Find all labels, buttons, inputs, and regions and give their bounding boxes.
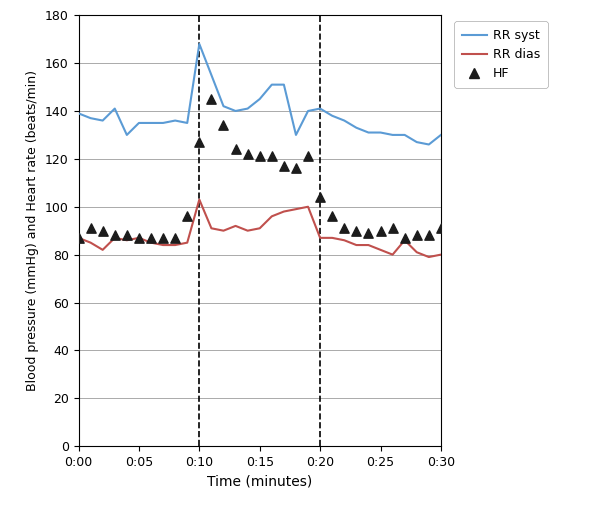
RR dias [437,251,445,258]
RR syst [341,118,348,124]
HF [158,234,168,242]
RR syst [99,118,106,124]
HF [412,231,422,239]
HF [303,153,313,161]
RR dias [268,213,275,220]
RR dias [159,242,167,248]
HF [146,234,156,242]
HF [110,231,120,239]
HF [98,227,108,235]
HF [182,212,192,221]
RR syst [196,41,203,47]
X-axis label: Time (minutes): Time (minutes) [207,475,312,488]
HF [243,150,252,158]
RR syst [184,120,191,126]
RR dias [87,240,94,246]
HF [339,224,349,232]
RR dias [329,235,336,241]
RR syst [329,113,336,119]
HF [134,234,144,242]
RR dias [413,249,420,256]
RR syst [159,120,167,126]
RR dias [172,242,179,248]
HF [122,231,132,239]
RR dias [353,242,360,248]
HF [388,224,397,232]
RR dias [292,206,300,212]
HF [219,121,228,129]
HF [424,231,434,239]
RR syst [401,132,408,138]
Legend: RR syst, RR dias, HF: RR syst, RR dias, HF [454,21,548,88]
RR syst [220,103,227,109]
RR dias [316,235,324,241]
RR dias [377,247,384,253]
HF [170,234,180,242]
RR syst [111,105,118,112]
RR syst [75,111,82,117]
RR syst [87,115,94,121]
RR syst [437,132,445,138]
HF [74,234,83,242]
RR dias [341,237,348,243]
RR syst [413,139,420,145]
RR dias [99,247,106,253]
RR syst [389,132,396,138]
HF [436,224,446,232]
HF [231,145,240,153]
RR dias [75,235,82,241]
HF [267,153,277,161]
HF [327,212,337,221]
RR syst [304,108,312,114]
RR syst [256,96,263,102]
RR dias [196,197,203,203]
RR dias [304,204,312,210]
RR dias [389,251,396,258]
RR syst [280,82,288,88]
RR syst [268,82,275,88]
HF [364,229,373,237]
RR dias [208,225,215,231]
RR dias [184,240,191,246]
RR syst [123,132,130,138]
Line: RR syst: RR syst [79,44,441,144]
HF [400,234,410,242]
RR dias [244,228,251,234]
RR syst [172,118,179,124]
RR syst [316,105,324,112]
RR syst [292,132,300,138]
RR dias [401,237,408,243]
RR syst [377,129,384,135]
HF [194,138,204,146]
RR dias [425,254,432,260]
HF [279,162,289,170]
RR dias [232,223,239,229]
RR dias [111,235,118,241]
RR syst [232,108,239,114]
HF [255,153,265,161]
HF [352,227,361,235]
HF [291,164,301,172]
RR dias [280,208,288,214]
RR dias [256,225,263,231]
Y-axis label: Blood pressure (mmHg) and Heart rate (beats/min): Blood pressure (mmHg) and Heart rate (be… [27,70,39,391]
RR syst [208,72,215,78]
RR dias [365,242,372,248]
HF [315,193,325,201]
RR syst [353,125,360,131]
RR dias [147,240,155,246]
HF [207,95,216,103]
RR dias [220,228,227,234]
RR syst [425,141,432,148]
HF [86,224,95,232]
RR syst [244,105,251,112]
RR syst [365,129,372,135]
RR syst [147,120,155,126]
RR dias [123,237,130,243]
HF [376,227,385,235]
RR syst [135,120,143,126]
RR dias [135,235,143,241]
Line: RR dias: RR dias [79,200,441,257]
